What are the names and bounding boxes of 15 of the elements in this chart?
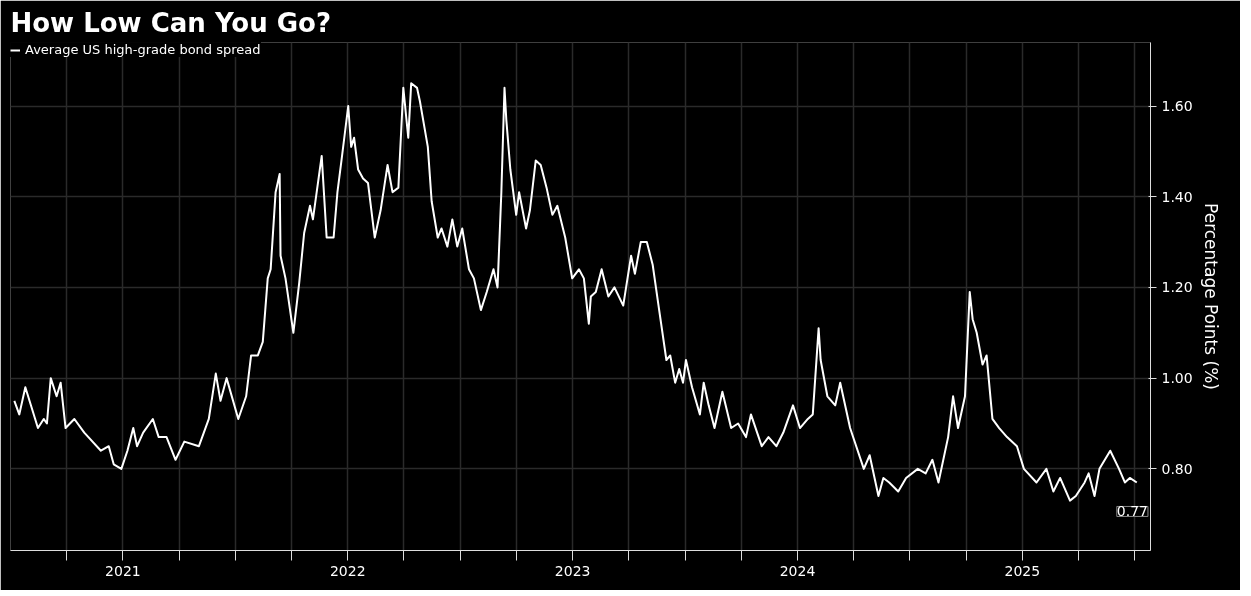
y-tick-label: 0.80 bbox=[1161, 460, 1193, 477]
x-tick-label: 2022 bbox=[329, 562, 366, 579]
y-tick-label: 1.60 bbox=[1161, 98, 1193, 114]
chart-title: How Low Can You Go? bbox=[10, 7, 332, 38]
y-tick-label: 1.20 bbox=[1161, 279, 1193, 296]
annotation: 0.77 bbox=[1116, 503, 1148, 520]
x-tick-label: 2025 bbox=[1004, 562, 1041, 579]
x-tick-label: 2023 bbox=[554, 562, 591, 579]
line-series bbox=[13, 82, 1138, 502]
x-tick-label: 2024 bbox=[779, 562, 816, 579]
legend-label: Average US high-grade bond spread bbox=[25, 42, 261, 57]
y-tick-label: 1.00 bbox=[1161, 370, 1193, 387]
y-tick-label: 1.40 bbox=[1161, 188, 1193, 205]
x-tick-label: 2021 bbox=[105, 562, 141, 579]
y-axis-title: Percentage Points (%) bbox=[1200, 203, 1221, 390]
